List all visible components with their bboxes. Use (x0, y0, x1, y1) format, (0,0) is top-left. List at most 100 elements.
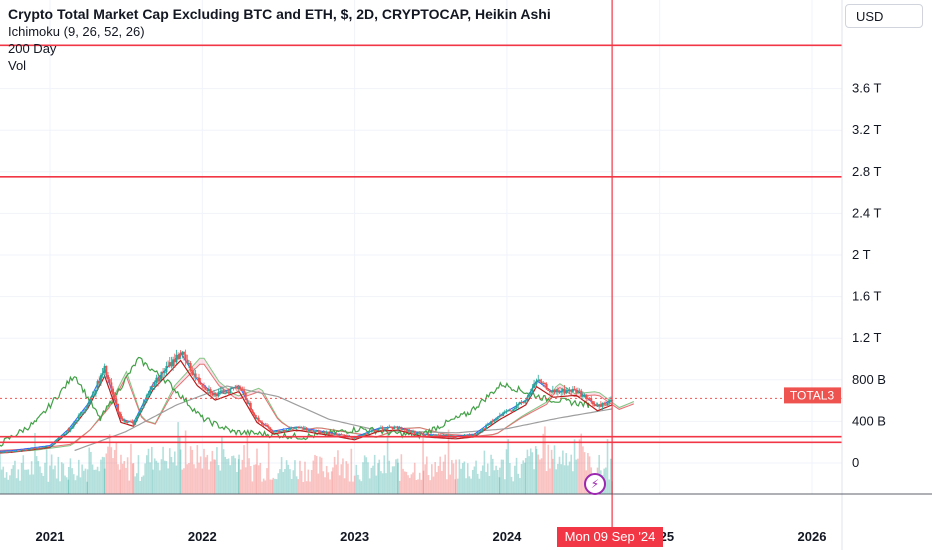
volume-bar (248, 458, 250, 494)
candle-body (272, 431, 275, 433)
candle-body (560, 391, 563, 393)
y-tick-label: 1.6 T (852, 289, 881, 304)
volume-bar (317, 473, 320, 494)
candle-body (568, 389, 571, 391)
volume-bar (14, 460, 16, 494)
volume-bar (132, 463, 135, 494)
volume-bar (151, 446, 153, 494)
candle-body (543, 382, 546, 384)
candle-body (262, 424, 265, 426)
volume-bar (231, 456, 233, 494)
volume-bar (118, 469, 121, 494)
candle-body (510, 410, 513, 412)
candle-body (254, 414, 257, 419)
candle-body (522, 402, 525, 404)
volume-bar (528, 456, 530, 494)
volume-bar (163, 460, 166, 494)
candle-body (172, 359, 175, 367)
candle-body (217, 392, 220, 397)
candle-body (381, 427, 384, 430)
candle-body (139, 409, 142, 413)
lightning-icon[interactable]: ⚡ (584, 473, 606, 495)
volume-bar (10, 468, 13, 494)
volume-bar (498, 477, 501, 494)
volume-bar (338, 475, 341, 494)
volume-bar (40, 472, 43, 494)
candle-body (260, 421, 263, 425)
candle-body (298, 427, 301, 429)
candle-body (340, 434, 343, 436)
candle-body (30, 449, 33, 451)
candle-body (42, 447, 45, 449)
candle-body (317, 430, 320, 432)
candle-body (427, 434, 430, 436)
volume-bar (365, 457, 368, 494)
volume-bar (480, 470, 482, 494)
candle-body (45, 446, 48, 448)
volume-bar (107, 446, 109, 494)
volume-bar (196, 445, 199, 494)
candle-body (373, 430, 376, 432)
indicator-ma200[interactable]: 200 Day (8, 41, 57, 56)
candle-body (608, 400, 611, 403)
candle-body (542, 382, 545, 384)
y-tick-label: 2.8 T (852, 164, 881, 179)
candle-body (71, 426, 74, 429)
candle-body (163, 372, 166, 374)
indicator-ichimoku[interactable]: Ichimoku (9, 26, 52, 26) (8, 24, 145, 39)
volume-bar (499, 467, 501, 494)
volume-bar (302, 481, 305, 494)
candle-body (0, 451, 3, 453)
volume-bar (93, 469, 96, 494)
volume-bar (407, 475, 409, 494)
symbol-label-bg (784, 387, 841, 404)
volume-bar (517, 473, 520, 494)
candle-body (167, 365, 170, 367)
candle-body (365, 433, 368, 435)
candle-body (168, 362, 171, 367)
volume-bar (485, 472, 487, 494)
volume-bar (537, 454, 540, 494)
chart-title[interactable]: Crypto Total Market Cap Excluding BTC an… (8, 6, 551, 22)
candle-body (47, 446, 50, 448)
volume-bar (429, 480, 431, 494)
volume-bar (495, 465, 497, 494)
candle-body (204, 387, 207, 390)
volume-bar (405, 471, 408, 494)
candle-body (388, 426, 391, 428)
volume-bar (221, 437, 223, 494)
volume-bar (473, 466, 476, 494)
volume-bar (363, 455, 366, 494)
candle-body (396, 426, 399, 429)
currency-button[interactable]: USD (845, 4, 923, 28)
volume-bar (463, 461, 466, 494)
candle-body (320, 432, 323, 434)
candle-body (550, 390, 553, 393)
volume-bar (96, 466, 99, 494)
volume-bar (216, 447, 218, 494)
volume-bar (360, 481, 363, 494)
volume-bar (86, 481, 88, 494)
volume-bar (20, 462, 23, 494)
span-b-line (0, 363, 634, 451)
candle-body (134, 421, 137, 425)
volume-bar (12, 465, 15, 494)
candle-body (302, 427, 305, 430)
candle-body (112, 388, 115, 395)
indicator-volume[interactable]: Vol (8, 58, 27, 73)
candle-body (512, 409, 515, 411)
candle-body (23, 449, 26, 451)
volume-bar (105, 453, 108, 494)
volume-bar (204, 457, 207, 494)
candle-body (490, 421, 493, 425)
candle-body (197, 377, 200, 383)
volume-bar (335, 464, 338, 494)
volume-bar (471, 469, 474, 494)
volume-bar (309, 481, 311, 494)
candle-body (570, 389, 573, 392)
candle-body (418, 432, 421, 434)
candle-body (117, 403, 120, 413)
candle-body (165, 365, 168, 373)
